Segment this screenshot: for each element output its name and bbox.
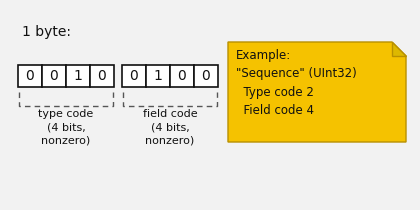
Text: field code
(4 bits,
nonzero): field code (4 bits, nonzero) (143, 109, 197, 145)
Polygon shape (228, 42, 406, 142)
Text: 1: 1 (74, 69, 82, 83)
Bar (170, 65, 194, 87)
Text: type code
(4 bits,
nonzero): type code (4 bits, nonzero) (38, 109, 94, 145)
Bar (42, 65, 66, 87)
Text: 0: 0 (130, 69, 138, 83)
Polygon shape (392, 42, 406, 56)
Text: 0: 0 (50, 69, 58, 83)
Text: 0: 0 (202, 69, 210, 83)
Bar (122, 65, 146, 87)
Bar (18, 65, 42, 87)
Bar (90, 65, 114, 87)
Bar (194, 65, 218, 87)
Bar (146, 65, 170, 87)
Bar (66, 65, 90, 87)
Text: 0: 0 (26, 69, 34, 83)
Text: 0: 0 (97, 69, 106, 83)
Text: Example:
"Sequence" (UInt32)
  Type code 2
  Field code 4: Example: "Sequence" (UInt32) Type code 2… (236, 49, 357, 118)
Text: 1 byte:: 1 byte: (22, 25, 71, 39)
Text: 0: 0 (178, 69, 186, 83)
Text: 1: 1 (154, 69, 163, 83)
